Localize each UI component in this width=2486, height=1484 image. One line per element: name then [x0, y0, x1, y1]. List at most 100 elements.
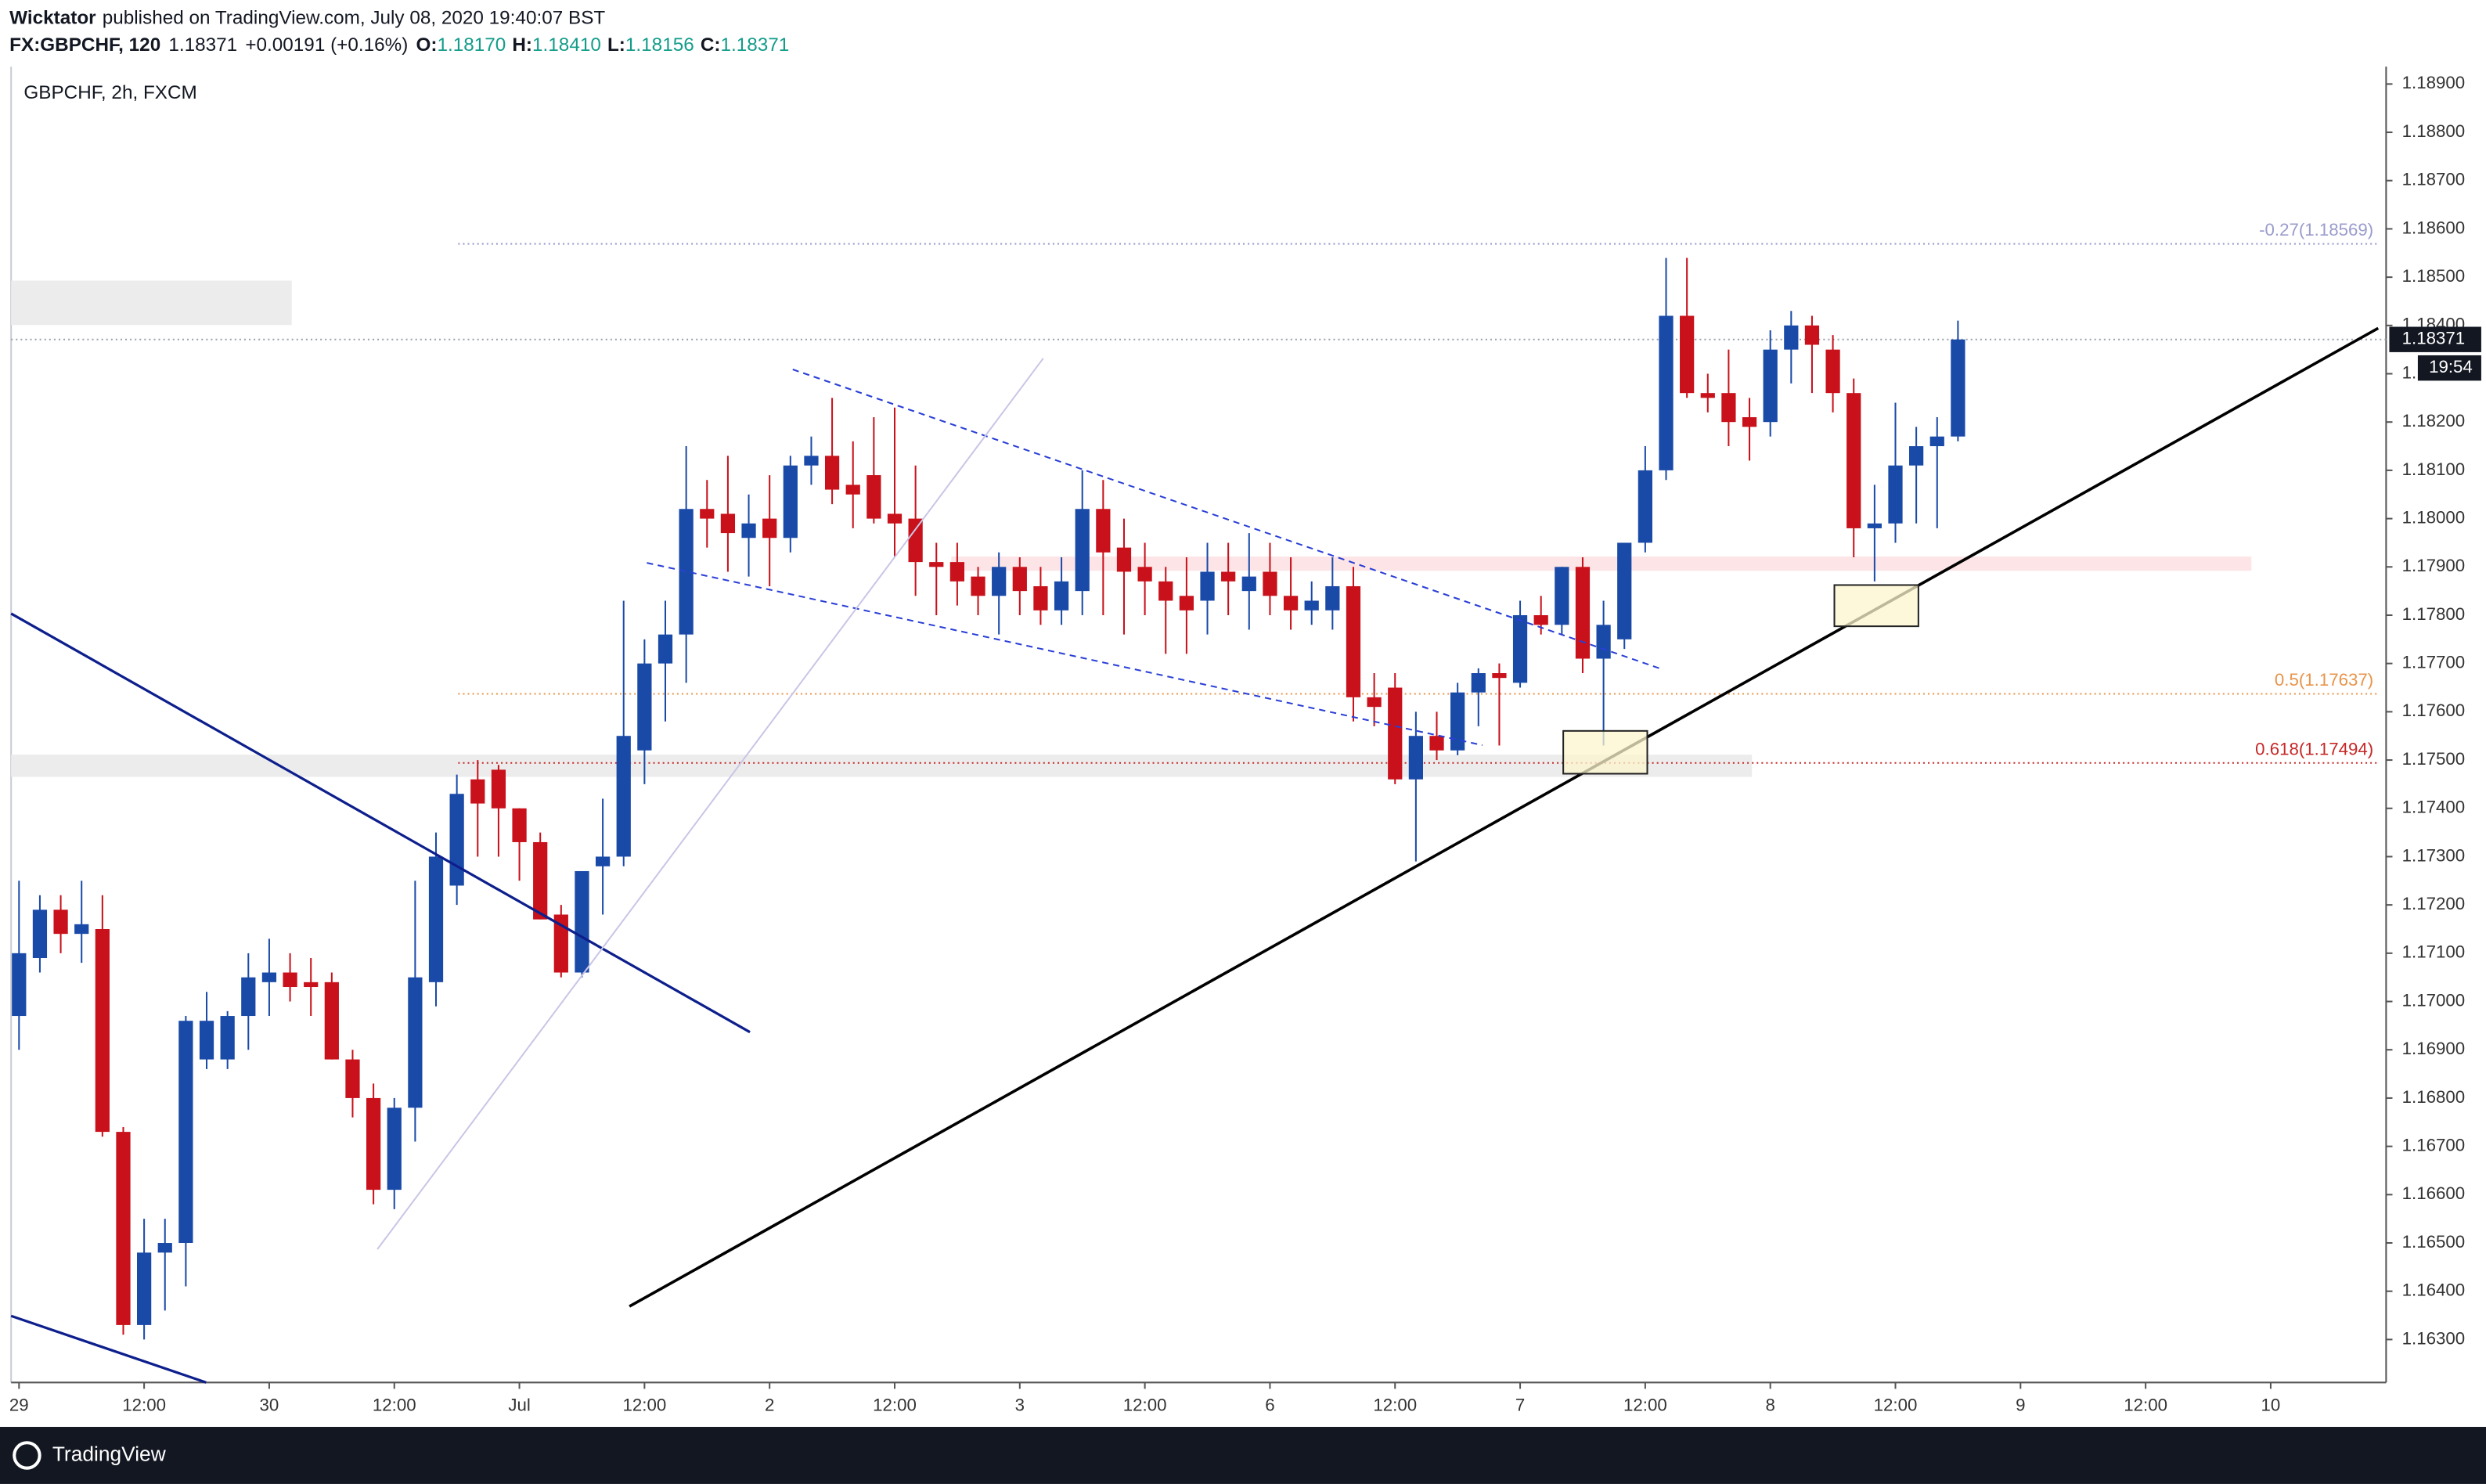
footer	[0, 1427, 2486, 1484]
x-tick-label: 12:00	[122, 1396, 166, 1415]
candle-body	[595, 856, 611, 866]
candle-body	[949, 562, 965, 582]
candle-body	[491, 769, 506, 809]
candle-body	[1721, 393, 1736, 423]
candle-body	[1680, 315, 1695, 394]
candle-body	[1888, 465, 1903, 524]
candle-body	[1659, 315, 1674, 470]
y-tick-label: 1.17200	[2402, 894, 2466, 913]
candle-body	[366, 1097, 381, 1190]
y-tick-label: 1.17400	[2402, 798, 2466, 817]
candle-body	[470, 779, 485, 804]
y-tick-label: 1.17000	[2402, 990, 2466, 1010]
candle-body	[700, 509, 715, 519]
x-tick-label: 6	[1265, 1396, 1274, 1415]
h-label: H:	[512, 34, 532, 56]
candle-body	[679, 509, 694, 635]
c-label: C:	[701, 34, 721, 56]
candle-body	[1012, 567, 1027, 592]
countdown: 19:54	[2429, 357, 2473, 376]
candle-body	[53, 909, 68, 935]
author: Wicktator	[9, 8, 96, 29]
y-tick-label: 1.16700	[2402, 1136, 2466, 1155]
candle-body	[157, 1243, 172, 1253]
x-tick-label: 7	[1515, 1396, 1525, 1415]
candle-body	[324, 982, 339, 1060]
y-tick-label: 1.16300	[2402, 1328, 2466, 1348]
candle-body	[1325, 585, 1340, 611]
y-tick-label: 1.16500	[2402, 1232, 2466, 1252]
candle-body	[1158, 581, 1173, 601]
l-label: L:	[607, 34, 625, 56]
candle-body	[1763, 349, 1778, 423]
candle-body	[12, 953, 27, 1017]
y-tick-label: 1.18100	[2402, 459, 2466, 479]
zone	[11, 280, 292, 326]
y-tick-label: 1.16800	[2402, 1087, 2466, 1107]
y-tick-label: 1.17300	[2402, 845, 2466, 865]
candle-body	[199, 1021, 214, 1060]
c-value: 1.18371	[720, 34, 789, 56]
candle-body	[345, 1059, 360, 1098]
candle-body	[908, 518, 923, 563]
x-tick-label: 12:00	[873, 1396, 917, 1415]
y-tick-label: 1.17700	[2402, 653, 2466, 672]
candle-body	[1638, 470, 1652, 543]
candle-body	[804, 456, 819, 466]
candle-body	[1367, 697, 1382, 708]
candle-body	[616, 736, 631, 857]
x-tick-label: 12:00	[1123, 1396, 1167, 1415]
candle-body	[1951, 339, 1965, 437]
x-tick-label: 12:00	[1623, 1396, 1667, 1415]
y-tick-label: 1.18500	[2402, 266, 2466, 286]
candle-body	[116, 1132, 131, 1325]
x-tick-label: 3	[1015, 1396, 1025, 1415]
x-tick-label: 12:00	[623, 1396, 667, 1415]
x-tick-label: 29	[9, 1396, 29, 1415]
candle-body	[553, 914, 568, 973]
candle-body	[741, 523, 756, 538]
publish-line: Wicktator published on TradingView.com, J…	[9, 8, 605, 29]
candle-body	[387, 1108, 402, 1190]
candle-body	[1241, 576, 1256, 592]
x-tick-label: 9	[2016, 1396, 2025, 1415]
candle-body	[178, 1021, 193, 1244]
x-tick-label: 30	[260, 1396, 279, 1415]
candle-body	[1784, 325, 1799, 350]
y-tick-label: 1.17100	[2402, 942, 2466, 962]
ohlc-line: FX:GBPCHF, 120 1.18371 +0.00191 (+0.16%) O:…	[9, 34, 789, 56]
axes: 1.189001.188001.187001.186001.185001.184…	[9, 73, 2481, 1415]
x-tick-label: 12:00	[1874, 1396, 1918, 1415]
x-tick-label: 12:00	[373, 1396, 416, 1415]
candle-body	[1429, 736, 1444, 751]
published: published on TradingView.com, July 08, 2…	[103, 8, 606, 29]
h-value: 1.18410	[532, 34, 601, 56]
candle-body	[1492, 673, 1507, 679]
candles	[12, 258, 1965, 1340]
candle-body	[845, 484, 860, 495]
candle-body	[1929, 436, 1944, 447]
y-tick-label: 1.18700	[2402, 170, 2466, 189]
candle-body	[1054, 581, 1069, 611]
candle-body	[1388, 687, 1403, 780]
candle-body	[1450, 692, 1465, 751]
candle-body	[887, 513, 903, 524]
candle-body	[1512, 614, 1528, 683]
y-tick-label: 1.16900	[2402, 1039, 2466, 1058]
candle-body	[1867, 523, 1882, 528]
trendline	[10, 1314, 207, 1384]
fib-label: 0.5(1.17637)	[2275, 670, 2373, 690]
candle-body	[1179, 596, 1194, 611]
zone	[951, 556, 2252, 571]
fib-label: -0.27(1.18569)	[2259, 220, 2373, 240]
candle-body	[929, 562, 944, 567]
candle-body	[1408, 736, 1423, 780]
candle-body	[658, 634, 673, 664]
candle-body	[428, 856, 444, 982]
candle-body	[762, 518, 777, 538]
symbol: FX:GBPCHF, 120	[9, 34, 160, 56]
candle-body	[720, 513, 736, 534]
last-price-label: 1.18371	[2402, 329, 2466, 348]
candle-body	[992, 567, 1007, 596]
